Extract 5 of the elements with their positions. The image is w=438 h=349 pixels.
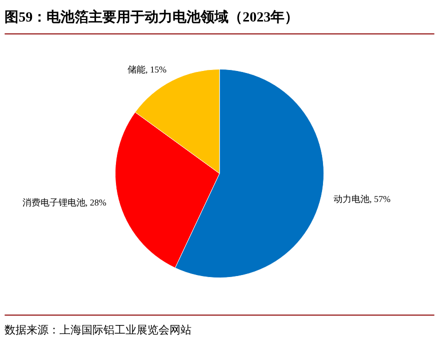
chart-title: 图59：电池箔主要用于动力电池领域（2023年） [4,8,299,26]
source-note: 数据来源：上海国际铝工业展览会网站 [4,324,192,337]
slice-label: 消费电子锂电池, 28% [22,198,107,208]
slice-label: 储能, 15% [127,64,167,74]
slice-label: 动力电池, 57% [333,194,391,204]
